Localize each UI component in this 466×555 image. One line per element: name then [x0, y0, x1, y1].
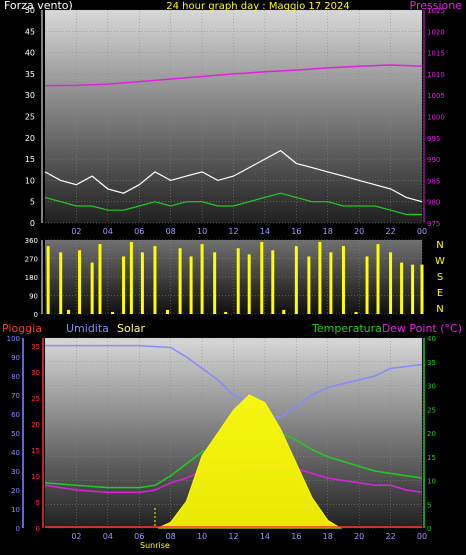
chart-title: 24 hour graph day : Maggio 17 2024	[166, 1, 349, 12]
temp-tick-label: 0	[427, 525, 431, 533]
compass-label: N	[436, 240, 443, 251]
direction-tick-label: 0	[34, 311, 38, 319]
x-tick-label: 08	[166, 227, 176, 236]
humidity-tick-label: 20	[11, 487, 20, 495]
rain-tick-label: 35	[31, 343, 40, 351]
y-right-tick-label: 980	[427, 199, 440, 207]
humidity-tick-label: 0	[16, 525, 20, 533]
x-tick-label: 10	[197, 227, 207, 236]
y-right-tick-label: 990	[427, 156, 440, 164]
temp-tick-label: 20	[427, 430, 436, 438]
direction-tick-label: 90	[29, 293, 38, 301]
panel1-right-label: Pressione	[410, 0, 463, 12]
temp-tick-label: 15	[427, 454, 436, 462]
compass-label: W	[435, 256, 445, 267]
solar-label: Solar	[117, 322, 146, 335]
x-tick-label: 12	[228, 532, 238, 541]
x-tick-label: 16	[291, 227, 301, 236]
compass-label: E	[437, 288, 443, 299]
y-left-tick-label: 5	[30, 198, 35, 207]
solar-area	[157, 394, 343, 529]
y-left-tick-label: 15	[25, 155, 35, 164]
y-right-tick-label: 985	[427, 177, 440, 185]
dewpoint-label: Dew Point (°C)	[382, 322, 462, 335]
x-tick-label: 14	[260, 227, 270, 236]
y-left-tick-label: 40	[25, 49, 35, 58]
rain-label: Pioggia	[2, 322, 42, 335]
humidity-tick-label: 30	[11, 468, 20, 476]
y-right-tick-label: 1005	[427, 92, 445, 100]
x-tick-label: 02	[71, 227, 81, 236]
compass-label: S	[437, 272, 443, 283]
wind-line	[44, 192, 422, 216]
x-tick-label: 06	[134, 532, 144, 541]
x-tick-label: 14	[260, 532, 270, 541]
x-tick-label: 04	[103, 532, 113, 541]
x-tick-label: 20	[354, 227, 364, 236]
humidity-tick-label: 50	[11, 430, 20, 438]
y-right-tick-label: 995	[427, 135, 440, 143]
direction-tick-label: 270	[25, 256, 38, 264]
temp-tick-label: 25	[427, 406, 436, 414]
direction-tick-label: 180	[25, 274, 38, 282]
y-left-tick-label: 0	[30, 219, 35, 228]
humidity-tick-label: 10	[11, 506, 20, 514]
x-tick-label: 18	[323, 532, 333, 541]
rain-tick-label: 5	[36, 499, 40, 507]
humidity-tick-label: 80	[11, 373, 20, 381]
x-tick-label: 22	[385, 227, 395, 236]
compass-label: N	[436, 304, 443, 315]
rain-tick-label: 20	[31, 421, 40, 429]
y-left-tick-label: 45	[25, 27, 35, 36]
humidity-tick-label: 90	[11, 354, 20, 362]
x-tick-label: 00	[417, 227, 427, 236]
y-left-tick-label: 20	[25, 134, 35, 143]
temp-tick-label: 35	[427, 359, 436, 367]
rain-tick-label: 25	[31, 395, 40, 403]
temp-tick-label: 40	[427, 335, 436, 343]
pressure-line	[44, 64, 423, 87]
y-right-tick-label: 1010	[427, 71, 445, 79]
humidity-tick-label: 100	[7, 335, 20, 343]
temperature-label: Temperatura	[311, 322, 382, 335]
x-tick-label: 20	[354, 532, 364, 541]
temp-tick-label: 5	[427, 501, 431, 509]
y-left-tick-label: 30	[25, 91, 35, 100]
humidity-tick-label: 40	[11, 449, 20, 457]
x-tick-label: 12	[228, 227, 238, 236]
y-left-tick-label: 50	[25, 6, 35, 15]
rain-tick-label: 15	[31, 447, 40, 455]
x-tick-label: 08	[166, 532, 176, 541]
humidity-tick-label: 70	[11, 392, 20, 400]
y-right-tick-label: 1025	[427, 7, 445, 15]
y-left-tick-label: 10	[25, 176, 35, 185]
temp-tick-label: 30	[427, 383, 436, 391]
x-tick-label: 16	[291, 532, 301, 541]
y-right-tick-label: 975	[427, 220, 440, 228]
rain-tick-label: 30	[31, 369, 40, 377]
panel1-plot-area	[45, 10, 422, 223]
y-left-tick-label: 25	[25, 113, 35, 122]
sunrise-label: Sunrise	[140, 541, 170, 550]
y-right-tick-label: 1000	[427, 114, 445, 122]
y-right-tick-label: 1015	[427, 50, 445, 58]
y-left-tick-label: 35	[25, 70, 35, 79]
y-right-tick-label: 1020	[427, 28, 445, 36]
x-tick-label: 10	[197, 532, 207, 541]
x-tick-label: 18	[323, 227, 333, 236]
humidity-label: Umidita	[66, 322, 109, 335]
x-tick-label: 00	[417, 532, 427, 541]
humidity-tick-label: 60	[11, 411, 20, 419]
rain-tick-label: 10	[31, 473, 40, 481]
wind-line	[44, 149, 423, 203]
x-tick-label: 02	[71, 532, 81, 541]
x-tick-label: 22	[385, 532, 395, 541]
x-tick-label: 04	[103, 227, 113, 236]
direction-tick-label: 360	[25, 237, 38, 245]
temp-tick-label: 10	[427, 478, 436, 486]
panel1-left-label: Forza vento)	[4, 0, 73, 12]
rain-tick-label: 0	[36, 525, 40, 533]
x-tick-label: 06	[134, 227, 144, 236]
